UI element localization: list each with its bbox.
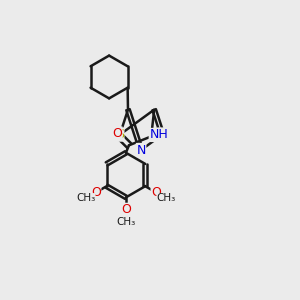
Text: O: O: [91, 186, 101, 199]
Text: CH₃: CH₃: [76, 194, 95, 203]
Text: NH: NH: [149, 128, 168, 141]
Text: N: N: [136, 143, 146, 157]
Text: O: O: [121, 203, 131, 216]
Text: O: O: [151, 186, 161, 199]
Text: N: N: [158, 128, 167, 141]
Text: CH₃: CH₃: [116, 217, 136, 227]
Text: S: S: [116, 128, 124, 141]
Text: CH₃: CH₃: [157, 194, 176, 203]
Text: O: O: [112, 127, 122, 140]
